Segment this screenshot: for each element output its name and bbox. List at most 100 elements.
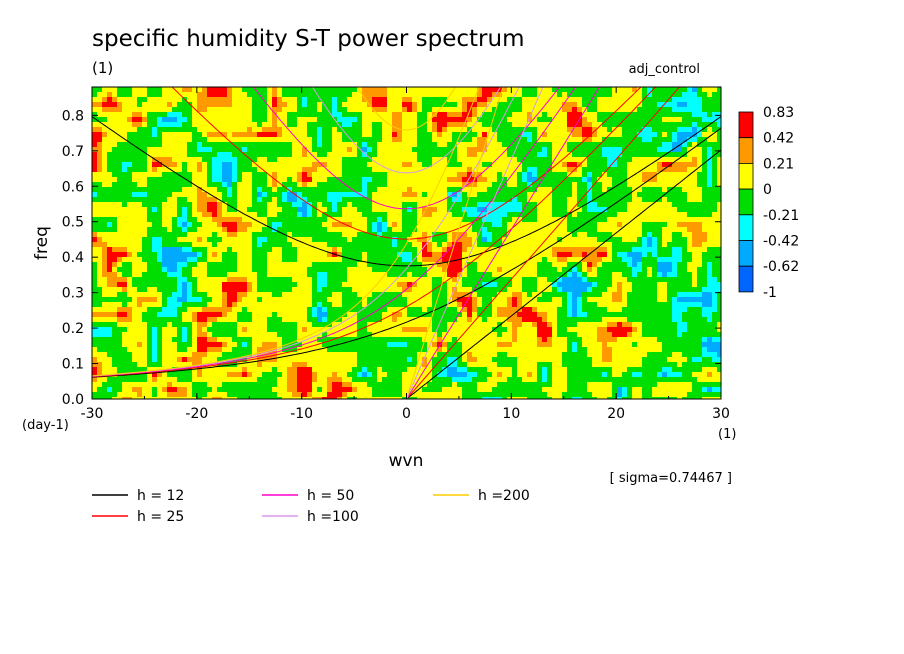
heatmap-cell bbox=[672, 92, 678, 98]
heatmap-cell bbox=[227, 177, 233, 183]
heatmap-cell bbox=[507, 147, 513, 153]
heatmap-cell bbox=[577, 92, 583, 98]
heatmap-cell bbox=[197, 122, 203, 128]
heatmap-cell bbox=[177, 192, 183, 198]
heatmap-cell bbox=[332, 187, 338, 193]
heatmap-cell bbox=[567, 167, 573, 173]
heatmap-cell bbox=[297, 282, 303, 288]
heatmap-cell bbox=[677, 262, 683, 268]
heatmap-cell bbox=[242, 177, 248, 183]
heatmap-cell bbox=[337, 202, 343, 208]
heatmap-cell bbox=[692, 162, 698, 168]
heatmap-cell bbox=[667, 257, 673, 263]
heatmap-cell bbox=[462, 107, 468, 113]
heatmap-cell bbox=[92, 207, 98, 213]
heatmap-cell bbox=[662, 147, 668, 153]
heatmap-cell bbox=[307, 272, 313, 278]
heatmap-cell bbox=[307, 192, 313, 198]
heatmap-cell bbox=[632, 222, 638, 228]
heatmap-cell bbox=[372, 172, 378, 178]
heatmap-cell bbox=[672, 117, 678, 123]
heatmap-cell bbox=[137, 227, 143, 233]
heatmap-cell bbox=[627, 137, 633, 143]
heatmap-cell bbox=[352, 212, 358, 218]
heatmap-cell bbox=[352, 147, 358, 153]
heatmap-cell bbox=[372, 112, 378, 118]
heatmap-cell bbox=[287, 182, 293, 188]
heatmap-cell bbox=[207, 262, 213, 268]
heatmap-cell bbox=[297, 107, 303, 113]
heatmap-cell bbox=[402, 217, 408, 223]
heatmap-cell bbox=[212, 142, 218, 148]
heatmap-cell bbox=[352, 187, 358, 193]
heatmap-cell bbox=[237, 182, 243, 188]
heatmap-cell bbox=[217, 167, 223, 173]
heatmap-cell bbox=[572, 137, 578, 143]
heatmap-cell bbox=[152, 237, 158, 243]
heatmap-cell bbox=[307, 97, 313, 103]
heatmap-cell bbox=[607, 242, 613, 248]
heatmap-cell bbox=[707, 267, 713, 273]
heatmap-cell bbox=[402, 137, 408, 143]
heatmap-cell bbox=[327, 117, 333, 123]
heatmap-cell bbox=[437, 197, 443, 203]
heatmap-cell bbox=[562, 172, 568, 178]
heatmap-cell bbox=[647, 172, 653, 178]
heatmap-cell bbox=[582, 197, 588, 203]
heatmap-cell bbox=[622, 137, 628, 143]
heatmap-cell bbox=[227, 227, 233, 233]
heatmap-cell bbox=[137, 152, 143, 158]
heatmap-cell bbox=[377, 167, 383, 173]
heatmap-cell bbox=[282, 152, 288, 158]
heatmap-cell bbox=[387, 117, 393, 123]
heatmap-cell bbox=[257, 102, 263, 108]
heatmap-cell bbox=[97, 102, 103, 108]
heatmap-cell bbox=[422, 217, 428, 223]
heatmap-cell bbox=[392, 137, 398, 143]
heatmap-cell bbox=[92, 102, 98, 108]
heatmap-cell bbox=[717, 212, 721, 218]
heatmap-cell bbox=[517, 157, 523, 163]
heatmap-cell bbox=[262, 122, 268, 128]
heatmap-cell bbox=[117, 282, 123, 288]
heatmap-cell bbox=[502, 262, 508, 268]
heatmap-cell bbox=[187, 272, 193, 278]
heatmap-cell bbox=[297, 157, 303, 163]
heatmap-cell bbox=[307, 132, 313, 138]
heatmap-cell bbox=[537, 172, 543, 178]
heatmap-cell bbox=[442, 207, 448, 213]
heatmap-cell bbox=[412, 142, 418, 148]
heatmap-cell bbox=[197, 252, 203, 258]
heatmap-cell bbox=[292, 247, 298, 253]
heatmap-cell bbox=[382, 207, 388, 213]
heatmap-cell bbox=[212, 237, 218, 243]
heatmap-cell bbox=[267, 102, 273, 108]
heatmap-cell bbox=[117, 152, 123, 158]
heatmap-cell bbox=[282, 237, 288, 243]
heatmap-cell bbox=[337, 197, 343, 203]
heatmap-cell bbox=[702, 222, 708, 228]
heatmap-cell bbox=[512, 277, 518, 283]
heatmap-cell bbox=[537, 107, 543, 113]
heatmap-cell bbox=[687, 112, 693, 118]
heatmap-cell bbox=[597, 187, 603, 193]
heatmap-cell bbox=[92, 162, 98, 168]
heatmap-cell bbox=[277, 277, 283, 283]
heatmap-cell bbox=[157, 197, 163, 203]
heatmap-cell bbox=[187, 87, 193, 93]
heatmap-cell bbox=[572, 107, 578, 113]
heatmap-cell bbox=[297, 87, 303, 93]
heatmap-cell bbox=[412, 132, 418, 138]
heatmap-cell bbox=[252, 262, 258, 268]
heatmap-cell bbox=[347, 237, 353, 243]
heatmap-cell bbox=[367, 167, 373, 173]
heatmap-cell bbox=[622, 237, 628, 243]
heatmap-cell bbox=[587, 172, 593, 178]
heatmap-cell bbox=[617, 192, 623, 198]
heatmap-cell bbox=[402, 172, 408, 178]
heatmap-cell bbox=[352, 237, 358, 243]
heatmap-cell bbox=[662, 212, 668, 218]
heatmap-cell bbox=[282, 177, 288, 183]
heatmap-cell bbox=[707, 167, 713, 173]
heatmap-cell bbox=[682, 222, 688, 228]
